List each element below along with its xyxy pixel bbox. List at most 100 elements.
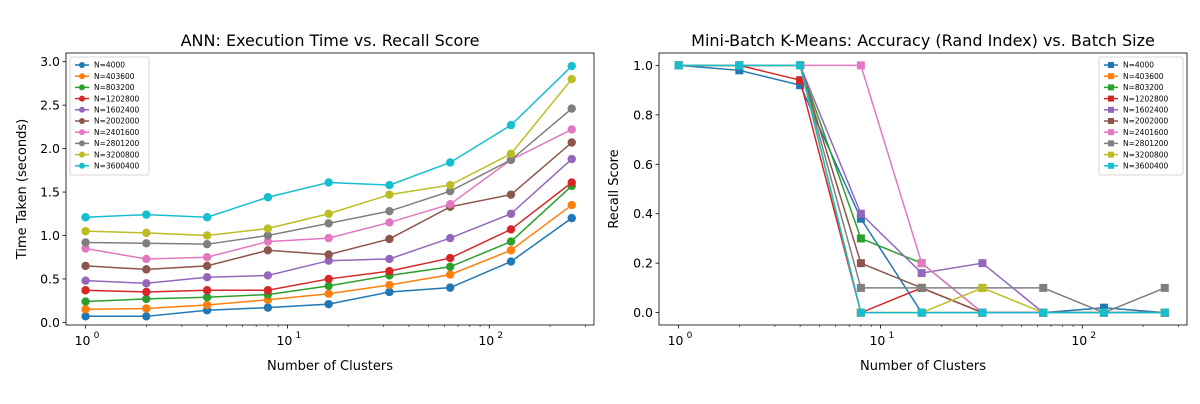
- plot-frame: [65, 52, 595, 326]
- legend-entry: N=2401600: [75, 128, 140, 137]
- data-point: [567, 125, 576, 134]
- legend-marker: [79, 84, 85, 91]
- legend-marker: [79, 73, 85, 80]
- data-point: [142, 279, 151, 288]
- data-point: [324, 209, 333, 218]
- series-N=3600400: [81, 61, 576, 222]
- data-point: [81, 305, 90, 314]
- plot-frame: [658, 52, 1188, 326]
- data-point: [142, 287, 151, 297]
- data-point: [142, 228, 151, 238]
- legend-label: N=403600: [94, 72, 135, 81]
- legend-label: N=2401600: [1123, 128, 1169, 137]
- data-point: [567, 154, 576, 164]
- data-point: [324, 178, 333, 187]
- legend-label: N=2002000: [1123, 117, 1169, 126]
- data-point: [1039, 308, 1048, 317]
- legend-entry: N=2002000: [75, 117, 140, 126]
- data-point: [81, 238, 90, 247]
- legend-marker: [79, 95, 85, 102]
- series-N=1602400: [81, 154, 576, 288]
- data-point: [506, 225, 516, 234]
- x-tick-label: 10: [668, 333, 684, 348]
- legend-marker: [1108, 129, 1114, 136]
- legend-entry: N=803200: [75, 83, 135, 92]
- legend-entry: N=3600400: [75, 162, 140, 171]
- data-point: [263, 271, 273, 280]
- data-point: [263, 286, 273, 295]
- series-N=1202800: [674, 61, 1169, 317]
- series-N=1202800: [81, 178, 576, 297]
- data-point: [796, 76, 805, 85]
- data-point: [142, 210, 151, 219]
- legend-label: N=4000: [94, 61, 125, 70]
- legend-entry: N=2801200: [1104, 139, 1169, 148]
- series-N=403600: [674, 61, 1169, 317]
- data-point: [445, 233, 455, 243]
- data-point: [445, 283, 455, 292]
- series-N=2801200: [81, 104, 576, 249]
- data-point: [81, 276, 90, 285]
- x-tick-label: 10: [1071, 333, 1087, 348]
- y-axis-label: Time Taken (seconds): [15, 119, 30, 260]
- data-point: [567, 138, 576, 147]
- x-tick-label: 10: [478, 333, 494, 348]
- data-point: [506, 149, 516, 159]
- series-line: [85, 141, 573, 271]
- legend-entry: N=4000: [1104, 61, 1154, 70]
- data-point: [796, 81, 805, 90]
- legend-marker: [1108, 106, 1114, 113]
- data-point: [445, 180, 455, 190]
- chart-ann-execution-time: ANN: Execution Time vs. Recall Score Numb…: [15, 31, 595, 374]
- series-N=3200800: [81, 74, 576, 240]
- data-point: [385, 254, 394, 264]
- chart-minibatch-kmeans-accuracy: Mini-Batch K-Means: Accuracy (Rand Index…: [607, 31, 1188, 374]
- data-point: [856, 283, 865, 292]
- data-point: [506, 190, 516, 199]
- data-point: [445, 253, 455, 263]
- legend-box: [1098, 56, 1184, 176]
- data-point: [445, 186, 455, 196]
- x-tick-label: 10: [869, 333, 885, 348]
- data-point: [735, 66, 744, 75]
- legend-marker: [1108, 140, 1114, 147]
- y-tick-label: 0.2: [633, 256, 653, 271]
- data-point: [796, 61, 805, 70]
- legend-entry: N=3600400: [1104, 162, 1169, 171]
- legend-entry: N=403600: [75, 72, 135, 81]
- series-N=2401600: [81, 125, 576, 264]
- y-tick-label: 1.0: [633, 58, 653, 73]
- data-point: [567, 61, 576, 71]
- legend-entry: N=1602400: [75, 106, 140, 115]
- legend-marker: [1108, 62, 1114, 68]
- legend-entry: N=4000: [75, 61, 125, 70]
- series-N=4000: [674, 61, 1169, 317]
- y-tick-label: 1.0: [40, 228, 60, 243]
- x-tick-exponent: 1: [888, 331, 894, 341]
- data-point: [385, 287, 394, 297]
- legend-entry: N=1202800: [75, 94, 140, 103]
- data-point: [1160, 308, 1169, 317]
- data-point: [506, 257, 516, 266]
- x-tick-label: 10: [276, 333, 292, 348]
- data-point: [142, 254, 151, 264]
- data-point: [202, 213, 212, 222]
- data-point: [856, 308, 865, 317]
- series-N=1602400: [674, 61, 1169, 317]
- data-point: [202, 231, 212, 240]
- data-point: [263, 231, 273, 240]
- x-tick-exponent: 2: [1090, 331, 1096, 341]
- legend-label: N=3200800: [94, 150, 140, 159]
- legend-label: N=403600: [1123, 72, 1164, 81]
- series-line: [85, 65, 573, 218]
- legend-marker: [1108, 95, 1114, 102]
- data-point: [385, 206, 394, 216]
- data-point: [263, 193, 273, 202]
- legend-label: N=1602400: [94, 106, 140, 115]
- legend-marker: [1108, 84, 1114, 91]
- data-point: [856, 209, 865, 218]
- x-tick-exponent: 0: [94, 331, 100, 341]
- data-point: [917, 283, 926, 292]
- data-point: [567, 104, 576, 113]
- y-tick-label: 0.5: [40, 271, 60, 286]
